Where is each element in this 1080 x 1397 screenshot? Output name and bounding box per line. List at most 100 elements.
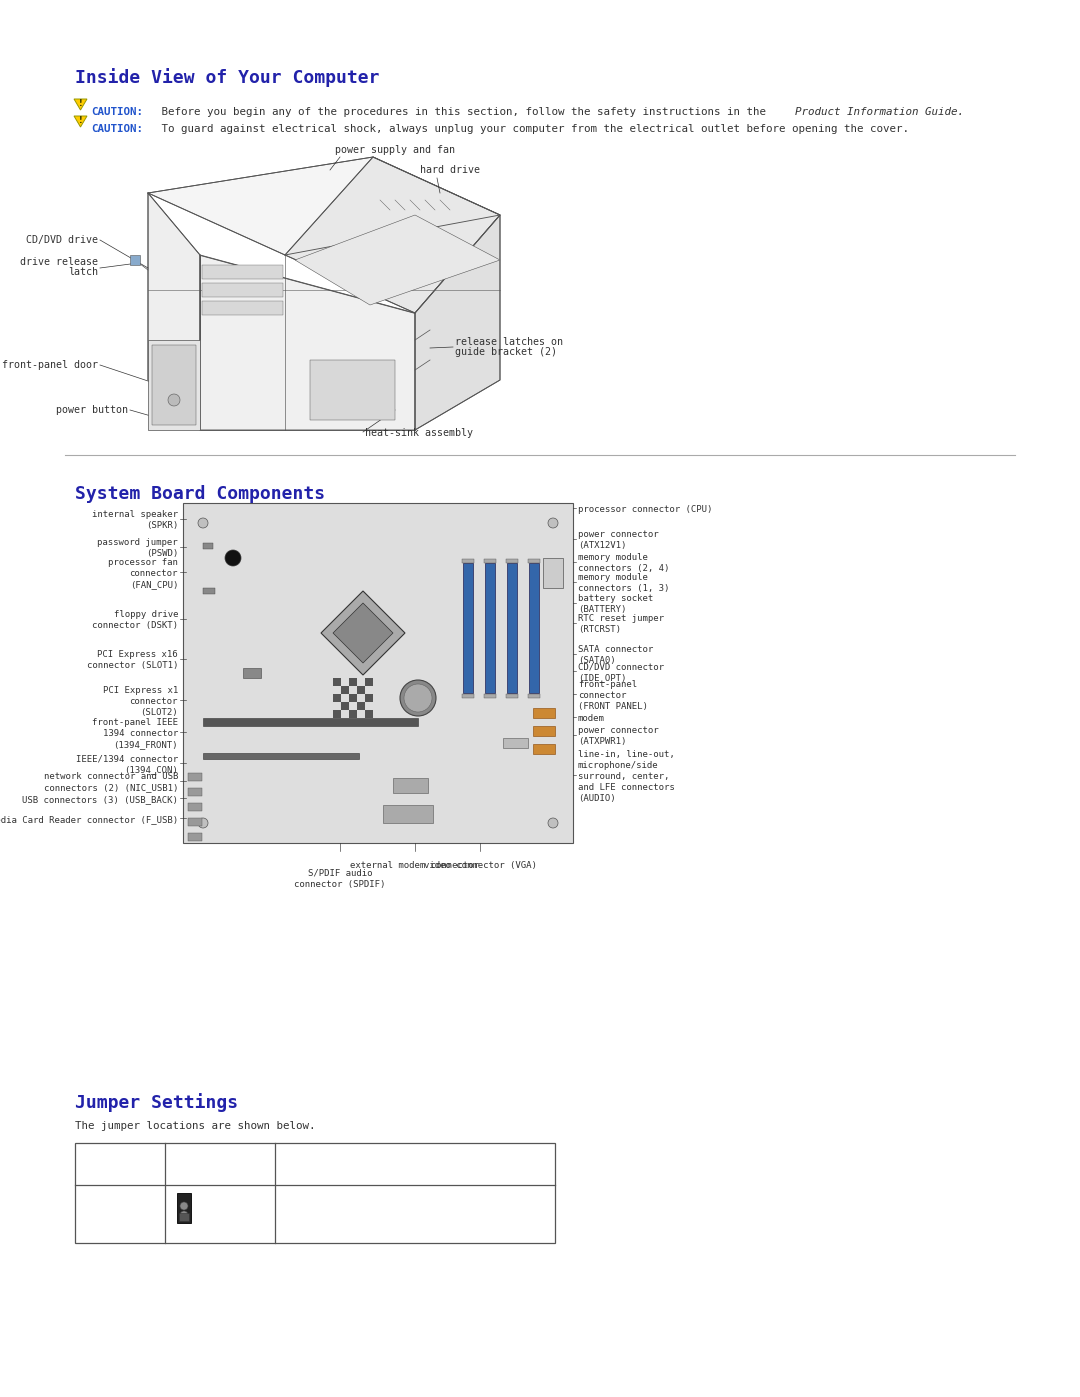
Bar (365, 678, 373, 686)
Bar (188, 773, 202, 781)
Text: PSWD: PSWD (81, 1193, 107, 1203)
Circle shape (225, 550, 241, 566)
Bar (341, 686, 349, 694)
Bar (333, 710, 341, 718)
Text: front-panel
connector
(FRONT PANEL): front-panel connector (FRONT PANEL) (578, 680, 648, 711)
Bar (462, 559, 474, 563)
Bar (188, 819, 202, 826)
Circle shape (180, 1201, 188, 1210)
Text: memory module
connectors (1, 3): memory module connectors (1, 3) (578, 573, 670, 594)
Bar (507, 694, 518, 698)
Text: Password features are enabled.: Password features are enabled. (281, 1193, 476, 1203)
Text: S/PDIF audio
connector (SPDIF): S/PDIF audio connector (SPDIF) (295, 869, 386, 888)
Polygon shape (202, 300, 283, 314)
Bar (485, 563, 495, 693)
Bar (503, 738, 528, 747)
Bar (365, 710, 373, 718)
Text: CAUTION:: CAUTION: (91, 124, 143, 134)
Text: password jumper
(PSWD): password jumper (PSWD) (97, 538, 178, 557)
Bar (203, 588, 215, 594)
Bar (534, 745, 555, 754)
Text: processor fan
connector
(FAN_CPU): processor fan connector (FAN_CPU) (108, 557, 178, 590)
Text: front-panel IEEE
1394 connector
(1394_FRONT): front-panel IEEE 1394 connector (1394_FR… (92, 718, 178, 749)
Bar (484, 559, 496, 563)
Text: RTC reset jumper
(RTCRST): RTC reset jumper (RTCRST) (578, 615, 664, 634)
Text: Setting: Setting (171, 1169, 216, 1179)
Text: release latches on: release latches on (455, 337, 563, 346)
Text: internal speaker
(SPKR): internal speaker (SPKR) (92, 510, 178, 529)
Polygon shape (152, 345, 195, 425)
Bar (243, 668, 261, 678)
Text: power connector
(ATX12V1): power connector (ATX12V1) (578, 529, 659, 550)
Polygon shape (415, 215, 500, 430)
Text: network connector and USB
connectors (2) (NIC_USB1): network connector and USB connectors (2)… (43, 773, 178, 792)
Text: Jumper Settings: Jumper Settings (75, 1092, 238, 1112)
Text: PCI Express x16
connector (SLOT1): PCI Express x16 connector (SLOT1) (86, 650, 178, 671)
Text: video connector (VGA): video connector (VGA) (423, 861, 537, 870)
Circle shape (404, 685, 432, 712)
Polygon shape (310, 360, 395, 420)
Text: power button: power button (56, 405, 129, 415)
Bar (507, 559, 518, 563)
Bar (349, 694, 357, 703)
Text: modem: modem (578, 714, 605, 724)
Circle shape (198, 518, 208, 528)
Text: CD/DVD connector
(IDE_OPT): CD/DVD connector (IDE_OPT) (578, 662, 664, 682)
Text: 1: 1 (171, 1222, 175, 1232)
Bar (188, 803, 202, 812)
Text: Description: Description (281, 1169, 352, 1179)
Text: !: ! (79, 116, 82, 124)
Polygon shape (202, 265, 283, 279)
Text: Jumper: Jumper (81, 1169, 120, 1179)
Polygon shape (295, 215, 500, 305)
Text: !: ! (79, 99, 82, 108)
Text: PCI Express x1
connector
(SLOT2): PCI Express x1 connector (SLOT2) (103, 686, 178, 717)
Polygon shape (200, 256, 415, 430)
Text: CAUTION:: CAUTION: (91, 108, 143, 117)
Text: front-panel door: front-panel door (2, 360, 98, 370)
Bar (462, 694, 474, 698)
Text: battery socket
(BATTERY): battery socket (BATTERY) (578, 594, 653, 615)
Bar (534, 708, 555, 718)
Bar (179, 1213, 189, 1221)
Text: IEEE/1394 connector
(1394_CON): IEEE/1394 connector (1394_CON) (76, 754, 178, 774)
Polygon shape (321, 591, 405, 675)
Text: CD/DVD drive: CD/DVD drive (26, 235, 98, 244)
Text: power connector
(ATXPWR1): power connector (ATXPWR1) (578, 726, 659, 746)
Polygon shape (333, 604, 393, 664)
Polygon shape (148, 193, 200, 430)
Bar (357, 686, 365, 694)
Text: To guard against electrical shock, always unplug your computer from the electric: To guard against electrical shock, alway… (156, 124, 909, 134)
Circle shape (548, 819, 558, 828)
Text: The jumper locations are shown below.: The jumper locations are shown below. (75, 1120, 315, 1132)
Text: floppy drive
connector (DSKT): floppy drive connector (DSKT) (92, 610, 178, 630)
Text: heat-sink assembly: heat-sink assembly (365, 427, 473, 439)
Bar (341, 703, 349, 710)
Bar (349, 678, 357, 686)
Text: System Board Components: System Board Components (75, 485, 325, 503)
Bar (383, 805, 433, 823)
Text: Product Information Guide.: Product Information Guide. (795, 108, 964, 117)
Bar (529, 563, 539, 693)
Polygon shape (202, 284, 283, 298)
Bar (507, 563, 517, 693)
Text: SATA connector
(SATA0): SATA connector (SATA0) (578, 645, 653, 665)
Bar (203, 718, 418, 726)
Polygon shape (148, 339, 200, 430)
Text: guide bracket (2): guide bracket (2) (455, 346, 557, 358)
Text: Media Card Reader connector (F_USB): Media Card Reader connector (F_USB) (0, 814, 178, 824)
Bar (349, 710, 357, 718)
Bar (463, 563, 473, 693)
Text: memory module
connectors (2, 4): memory module connectors (2, 4) (578, 553, 670, 573)
Circle shape (548, 518, 558, 528)
Bar (75, 1143, 555, 1243)
Polygon shape (285, 156, 500, 313)
Text: processor connector (CPU): processor connector (CPU) (578, 504, 713, 514)
Circle shape (198, 819, 208, 828)
Bar (333, 678, 341, 686)
Polygon shape (75, 116, 87, 127)
Bar (177, 1193, 191, 1222)
Bar (528, 559, 540, 563)
Bar (333, 694, 341, 703)
Text: Before you begin any of the procedures in this section, follow the safety instru: Before you begin any of the procedures i… (156, 108, 772, 117)
